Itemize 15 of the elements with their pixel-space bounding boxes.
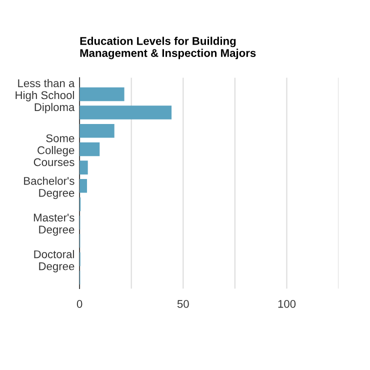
bar: [80, 87, 124, 102]
bar: [80, 142, 100, 156]
x-tick-label: 0: [76, 300, 82, 308]
y-tick-label: Some College Courses: [34, 134, 74, 166]
y-tick-label: Master's Degree: [34, 214, 74, 236]
bar: [80, 124, 114, 138]
chart-title: Education Levels for Building Management & Inspection Majors: [80, 36, 256, 60]
y-tick-label: Bachelor's Degree: [24, 176, 74, 200]
y-tick-label: Doctoral Degree: [34, 250, 74, 272]
y-tick-label: Less than a High School Diploma: [16, 79, 75, 114]
bar: [80, 179, 88, 193]
bar: [80, 160, 88, 174]
x-tick-label: 100: [278, 300, 296, 308]
bar: [80, 106, 172, 120]
x-tick-label: 50: [177, 300, 189, 308]
